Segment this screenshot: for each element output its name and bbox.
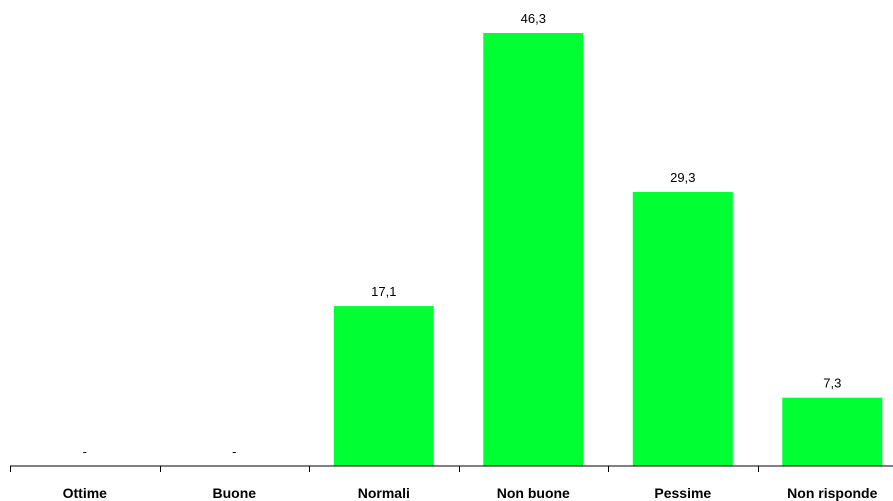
bar-normali: [333, 306, 434, 466]
x-axis-ticks: [10, 466, 759, 472]
value-labels-group: - - 17,1 46,3 29,3 7,3: [83, 11, 842, 459]
bar-pessime: [632, 192, 733, 466]
value-label-non-buone: 46,3: [521, 11, 546, 26]
value-label-buone: -: [232, 444, 236, 459]
category-labels-group: Ottime Buone Normali Non buone Pessime Non ri…: [63, 485, 878, 501]
category-label-non-risponde: Non risponde: [787, 485, 877, 501]
category-label-ottime: Ottime: [63, 485, 108, 501]
value-label-normali: 17,1: [371, 284, 396, 299]
category-label-non-buone: Non buone: [497, 485, 570, 501]
value-label-non-risponde: 7,3: [823, 376, 841, 391]
category-label-normali: Normali: [358, 485, 410, 501]
bar-non-risponde: [782, 397, 883, 466]
bar-non-buone: [483, 33, 584, 466]
category-label-buone: Buone: [213, 485, 257, 501]
value-label-pessime: 29,3: [670, 170, 695, 185]
category-label-pessime: Pessime: [654, 485, 711, 501]
bars-group: [333, 33, 883, 466]
value-label-ottime: -: [83, 444, 87, 459]
